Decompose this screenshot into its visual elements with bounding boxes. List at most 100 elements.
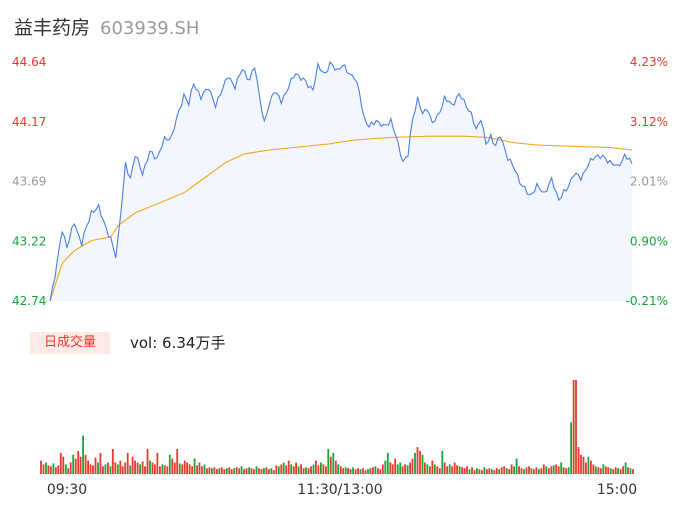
volume-bar xyxy=(612,469,615,474)
volume-bar xyxy=(102,466,104,474)
volume-bar xyxy=(149,460,151,474)
volume-bar xyxy=(505,468,508,474)
volume-bar xyxy=(193,458,196,474)
y-tick-left: 43.69 xyxy=(12,175,46,189)
volume-bar xyxy=(451,466,454,474)
volume-bar xyxy=(443,462,446,474)
volume-bar xyxy=(401,466,404,474)
volume-bar xyxy=(461,467,463,474)
volume-bar xyxy=(230,469,233,474)
volume-bar xyxy=(320,462,322,474)
volume-bar xyxy=(255,466,258,474)
volume-bar xyxy=(490,469,493,474)
volume-bar xyxy=(555,464,558,474)
volume-bar xyxy=(55,467,57,474)
volume-bar xyxy=(575,379,577,474)
volume-bar xyxy=(456,465,458,474)
volume-bar xyxy=(438,468,441,474)
volume-bar xyxy=(300,464,302,474)
x-tick-label: 09:30 xyxy=(47,482,87,498)
volume-bar xyxy=(45,462,47,474)
volume-bar xyxy=(468,469,471,474)
volume-bar xyxy=(97,462,99,474)
volume-bar xyxy=(315,460,317,474)
volume-bar xyxy=(421,454,424,474)
volume-bar xyxy=(372,467,374,474)
volume-bar xyxy=(332,452,335,474)
volume-bar xyxy=(129,465,132,474)
volume-bar xyxy=(84,454,87,474)
volume-bar xyxy=(344,467,347,474)
volume-bar xyxy=(191,466,193,474)
volume-bar xyxy=(389,462,392,474)
volume-bar xyxy=(282,462,285,474)
volume-bar xyxy=(248,467,250,474)
x-tick-label: 15:00 xyxy=(597,482,637,498)
volume-bar xyxy=(609,468,612,474)
volume-bar xyxy=(565,468,567,474)
volume-bar xyxy=(116,464,119,474)
volume-bar xyxy=(399,462,402,474)
volume-bar xyxy=(52,463,55,474)
volume-bar xyxy=(587,456,590,474)
volume-bar xyxy=(381,464,384,474)
volume-bar xyxy=(473,470,476,474)
volume-bar xyxy=(453,462,456,474)
volume-bar xyxy=(285,465,288,474)
volume-bar xyxy=(339,466,342,474)
volume-bar xyxy=(166,466,169,474)
volume-bar xyxy=(307,468,310,474)
volume-bar xyxy=(577,447,580,474)
volume-bar xyxy=(280,464,283,474)
volume-bar xyxy=(481,470,483,474)
volume-bar xyxy=(582,456,585,474)
volume-bar xyxy=(619,469,622,474)
volume-bar xyxy=(570,422,572,474)
volume-bar xyxy=(99,452,102,474)
volume-bar xyxy=(57,465,60,474)
volume-bar xyxy=(272,470,275,474)
volume-bar xyxy=(290,464,293,474)
volume-bar xyxy=(156,452,159,474)
volume-bar xyxy=(446,466,449,474)
volume-bar xyxy=(144,466,146,474)
volume-bar xyxy=(213,467,216,474)
volume-bar xyxy=(503,466,506,474)
volume-bar xyxy=(535,467,538,474)
volume-bar xyxy=(161,464,164,474)
volume-bar xyxy=(488,468,491,474)
volume-bar xyxy=(624,462,627,474)
volume-bar xyxy=(225,468,228,474)
volume-bar xyxy=(50,466,52,474)
volume-bar xyxy=(131,456,134,474)
volume-bar xyxy=(92,465,94,474)
volume-bar xyxy=(233,468,236,474)
volume-bar xyxy=(198,462,201,474)
volume-bar xyxy=(74,458,77,474)
volume-bar xyxy=(141,461,144,474)
volume-bar xyxy=(121,466,124,474)
volume-bar xyxy=(310,466,312,474)
price-area xyxy=(50,62,632,302)
volume-bar xyxy=(594,466,597,474)
volume-bar xyxy=(334,460,337,474)
volume-bar xyxy=(377,468,379,474)
volume-bar xyxy=(622,466,624,474)
volume-bar xyxy=(263,468,265,474)
volume-bar xyxy=(62,456,65,474)
volume-bar xyxy=(211,468,213,474)
volume-bar xyxy=(235,467,238,474)
volume-bar xyxy=(275,465,278,474)
volume-bar xyxy=(384,460,387,474)
volume-bar xyxy=(394,458,397,474)
volume-bar xyxy=(337,464,340,474)
volume-bar xyxy=(604,466,607,474)
volume-bar xyxy=(208,467,211,474)
volume-bar xyxy=(206,468,208,474)
volume-bar xyxy=(448,464,451,474)
volume-bar xyxy=(297,466,300,474)
volume-bar xyxy=(171,458,174,474)
volume-bar xyxy=(327,449,330,474)
y-tick-left: 44.64 xyxy=(12,55,46,69)
volume-bar xyxy=(533,469,535,474)
